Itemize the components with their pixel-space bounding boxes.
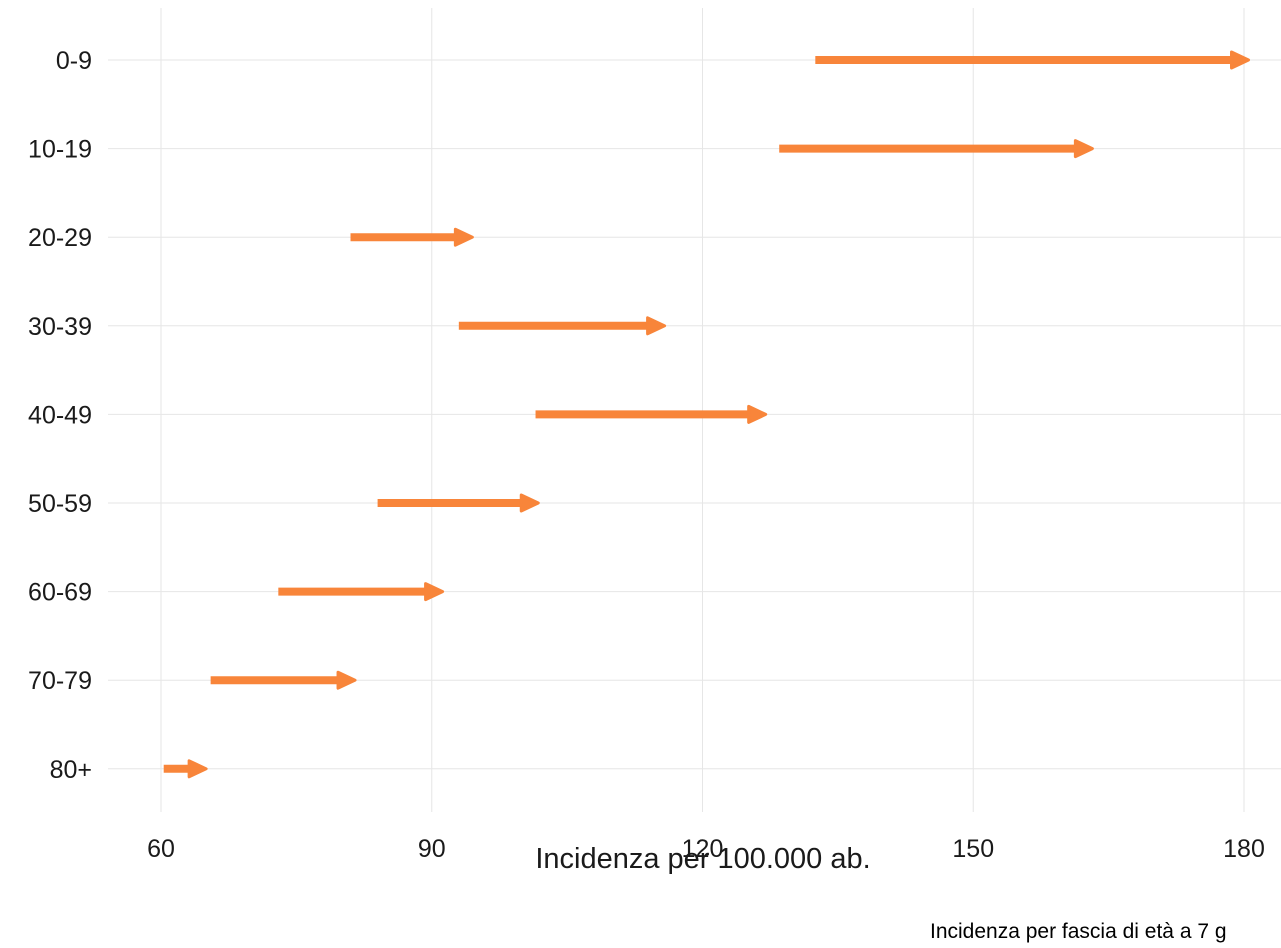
arrow-head [1073, 139, 1094, 159]
x-tick-label: 60 [147, 835, 175, 863]
arrow-20-29 [350, 227, 474, 247]
x-tick-label: 90 [418, 835, 446, 863]
y-tick-label: 20-29 [28, 224, 92, 252]
y-tick-label: 10-19 [28, 136, 92, 164]
arrow-60-69 [278, 582, 445, 602]
arrow-30-39 [458, 316, 667, 336]
arrow-head [453, 227, 474, 247]
x-tick-label: 150 [952, 835, 994, 863]
arrow-0-9 [815, 50, 1251, 70]
x-tick-label: 180 [1223, 835, 1265, 863]
grid-lines [108, 8, 1281, 812]
arrow-head [646, 316, 667, 336]
arrow-head [187, 759, 208, 779]
y-tick-label: 60-69 [28, 579, 92, 607]
arrow-80+ [163, 759, 208, 779]
arrow-10-19 [779, 139, 1094, 159]
arrow-head [519, 493, 540, 513]
x-tick-labels: 60 90 120 150 180 [147, 835, 1265, 863]
y-tick-label: 30-39 [28, 313, 92, 341]
x-axis-title: Incidenza per 100.000 ab. [535, 843, 870, 875]
arrow-40-49 [535, 404, 768, 424]
x-tick-label: 120 [682, 835, 724, 863]
arrow-50-59 [377, 493, 540, 513]
arrow-head [424, 582, 445, 602]
arrow-head [336, 670, 357, 690]
arrow-series [163, 50, 1251, 779]
chart-caption: Incidenza per fascia di età a 7 g [930, 920, 1227, 943]
y-tick-label: 0-9 [56, 47, 92, 75]
y-tick-label: 50-59 [28, 490, 92, 518]
y-tick-label: 40-49 [28, 401, 92, 429]
y-tick-labels: 0-9 10-19 20-29 30-39 40-49 50-59 60-69 70-79 80… [28, 47, 92, 784]
y-tick-label: 80+ [50, 756, 92, 784]
arrow-head [1230, 50, 1251, 70]
y-tick-label: 70-79 [28, 667, 92, 695]
arrow-70-79 [210, 670, 357, 690]
arrow-head [747, 404, 768, 424]
